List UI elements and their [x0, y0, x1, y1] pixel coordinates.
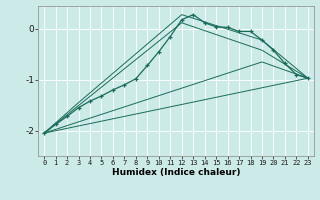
X-axis label: Humidex (Indice chaleur): Humidex (Indice chaleur) [112, 168, 240, 177]
